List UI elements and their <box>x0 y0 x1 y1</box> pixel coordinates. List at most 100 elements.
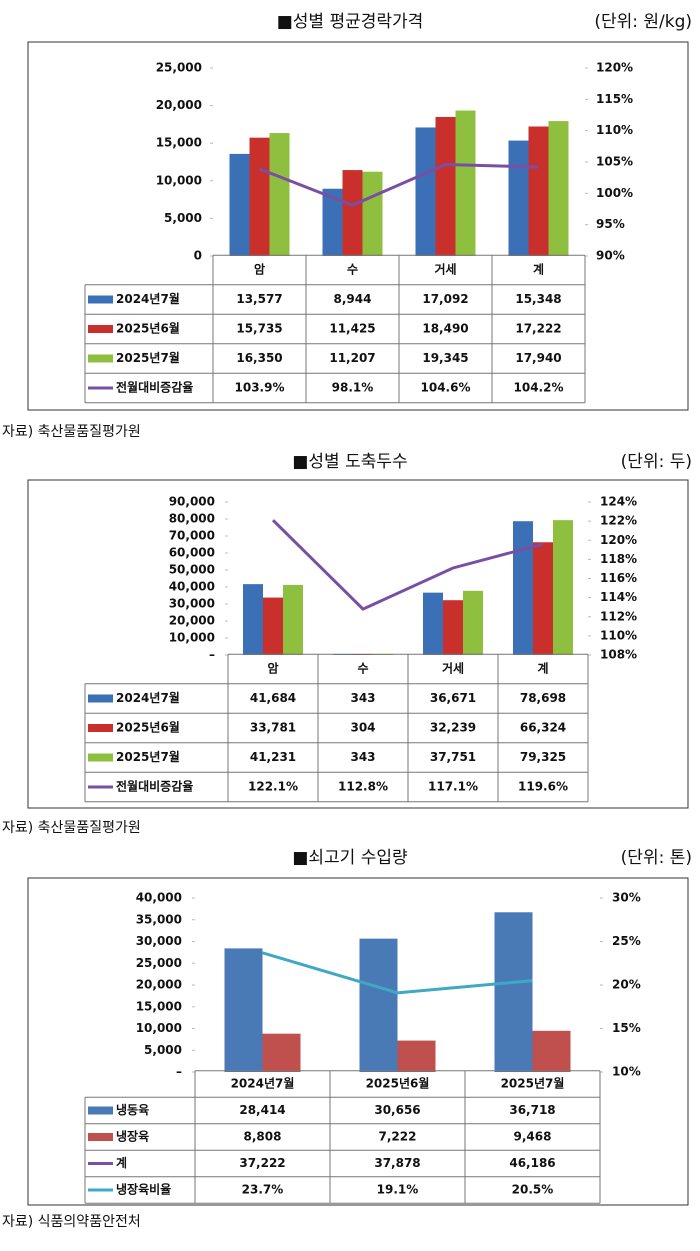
y2-tick-label: 115% <box>596 92 633 106</box>
chart-title: ■쇠고기 수입량 <box>292 848 408 868</box>
y-tick-label: 20,000 <box>136 978 182 992</box>
table-value: 17,940 <box>515 351 561 365</box>
y-tick-label: 60,000 <box>169 546 215 560</box>
bar <box>322 188 343 256</box>
table-value: 11,425 <box>329 322 375 336</box>
bar <box>463 590 483 655</box>
table-value: 37,751 <box>430 750 476 764</box>
table-value: 41,684 <box>250 691 296 705</box>
bar <box>362 171 383 256</box>
y2-tick-label: 100% <box>596 186 633 200</box>
legend-label: 전월대비증감율 <box>116 779 193 794</box>
y-tick-label: 10,000 <box>136 1021 182 1035</box>
table-value: 103.9% <box>235 381 285 395</box>
legend-label: 2025년7월 <box>116 749 180 764</box>
table-value: 78,698 <box>520 691 566 705</box>
y-tick-label: 20,000 <box>156 98 202 112</box>
table-value: 28,414 <box>239 1103 285 1117</box>
bar <box>359 938 398 1072</box>
legend-key <box>88 1133 113 1141</box>
bar <box>423 592 443 655</box>
legend-label: 전월대비증감율 <box>116 380 193 395</box>
table-value: 304 <box>350 721 375 735</box>
table-value: 41,231 <box>250 750 296 764</box>
bar <box>283 584 303 655</box>
table-value: 36,671 <box>430 691 476 705</box>
y-tick-label: – <box>176 1065 182 1079</box>
category-label: 2024년7월 <box>231 1076 295 1091</box>
legend-label: 2024년7월 <box>116 690 180 705</box>
category-label: 수 <box>347 263 358 277</box>
category-label: 암 <box>254 263 265 277</box>
table-value: 32,239 <box>430 721 476 735</box>
legend-key <box>88 354 113 363</box>
y2-tick-label: 95% <box>596 217 625 231</box>
bar <box>548 121 569 256</box>
table-value: 343 <box>350 750 375 764</box>
table-value: 122.1% <box>248 780 298 794</box>
bar <box>224 948 263 1072</box>
y-tick-label: 25,000 <box>136 956 182 970</box>
legend-label: 2025년6월 <box>116 321 180 336</box>
legend-label: 2025년6월 <box>116 720 180 735</box>
bar <box>528 126 549 256</box>
y2-tick-label: 122% <box>600 514 637 528</box>
y-tick-label: 10,000 <box>156 173 202 187</box>
legend-label: 계 <box>116 1155 127 1170</box>
bar <box>342 170 363 256</box>
legend-key <box>88 694 113 703</box>
category-label: 계 <box>533 262 544 277</box>
table-value: 79,325 <box>520 750 566 764</box>
category-label: 거세 <box>434 262 456 277</box>
table-value: 18,490 <box>422 322 468 336</box>
table-value: 13,577 <box>236 292 282 306</box>
table-value: 117.1% <box>428 780 478 794</box>
bar <box>532 1030 571 1072</box>
y2-tick-label: 110% <box>596 123 633 137</box>
y-tick-label: 20,000 <box>169 614 215 628</box>
y-tick-label: 25,000 <box>156 61 202 75</box>
chart-frame <box>27 877 689 1206</box>
table-value: 19,345 <box>422 351 468 365</box>
y-tick-label: 5,000 <box>164 211 202 225</box>
y2-tick-label: 118% <box>600 552 637 566</box>
table-value: 98.1% <box>332 381 374 395</box>
y-tick-label: 15,000 <box>136 999 182 1013</box>
y2-tick-label: 105% <box>596 155 633 169</box>
bar <box>435 116 456 256</box>
bar <box>415 127 436 256</box>
table-value: 343 <box>350 691 375 705</box>
y-tick-label: 5,000 <box>144 1043 182 1057</box>
table-value: 30,656 <box>374 1103 420 1117</box>
table-value: 37,222 <box>239 1156 285 1170</box>
source-note: 자료) 축산물품질평가원 <box>2 820 141 836</box>
bar <box>269 133 290 256</box>
y2-tick-label: 114% <box>600 590 637 604</box>
y2-tick-label: 116% <box>600 571 637 585</box>
legend-label: 냉동육 <box>116 1102 149 1117</box>
y2-tick-label: 112% <box>600 609 637 623</box>
table-value: 8,808 <box>244 1130 282 1144</box>
y2-tick-label: 110% <box>600 628 637 642</box>
bar <box>513 521 533 655</box>
category-label: 2025년7월 <box>501 1076 565 1091</box>
y-tick-label: 30,000 <box>169 597 215 611</box>
y2-tick-label: 15% <box>612 1021 641 1035</box>
line <box>258 162 539 207</box>
legend-key <box>88 724 113 732</box>
y-tick-label: 40,000 <box>169 580 215 594</box>
table-value: 17,222 <box>515 322 561 336</box>
y2-tick-label: 108% <box>600 648 637 662</box>
y-tick-label: 35,000 <box>136 912 182 926</box>
bar <box>249 137 270 256</box>
bar <box>553 520 573 655</box>
legend-key <box>88 325 113 333</box>
bar <box>443 600 463 655</box>
legend-label: 냉장육비율 <box>116 1182 171 1197</box>
table-value: 15,348 <box>515 292 561 306</box>
unit-label: (단위: 원/kg) <box>594 12 692 32</box>
y2-tick-label: 25% <box>612 934 641 948</box>
y-tick-label: – <box>209 648 215 662</box>
y2-tick-label: 20% <box>612 978 641 992</box>
